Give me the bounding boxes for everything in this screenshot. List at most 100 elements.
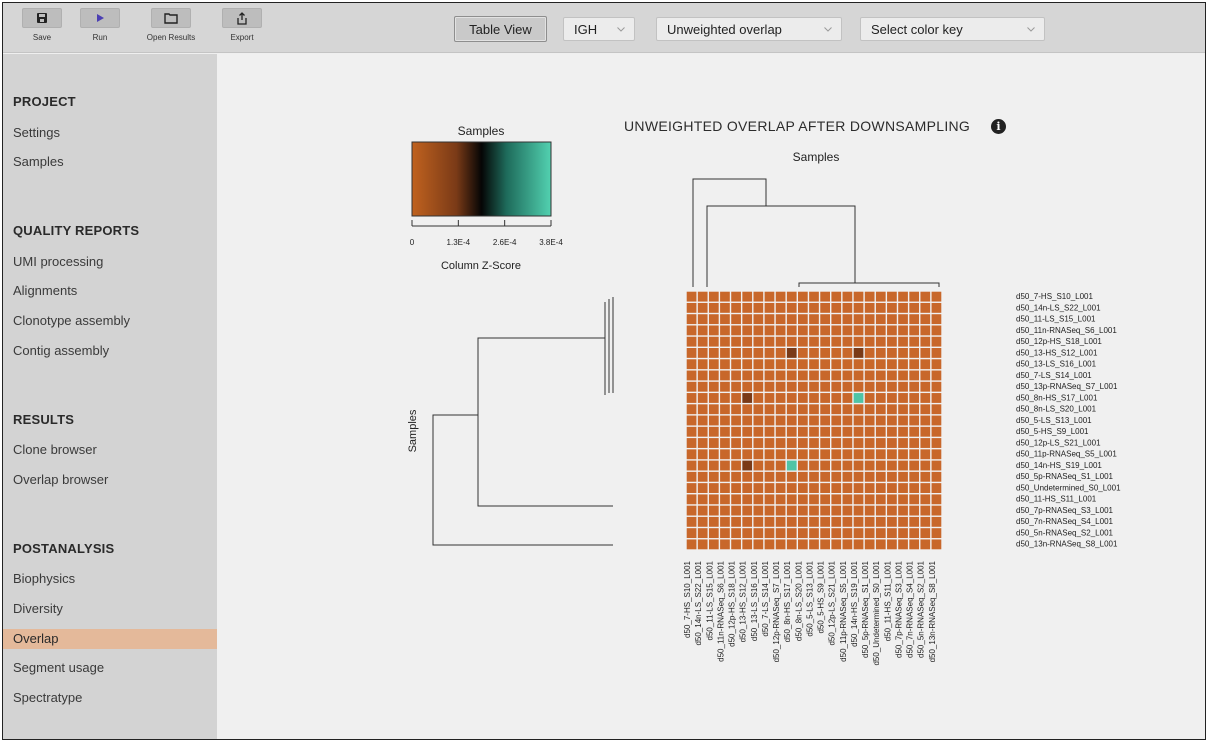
heatmap-cell[interactable] (831, 393, 842, 403)
heatmap-cell[interactable] (864, 494, 875, 505)
heatmap-cell[interactable] (753, 359, 764, 370)
heatmap-cell[interactable] (909, 505, 920, 516)
heatmap-cell[interactable] (931, 314, 942, 325)
heatmap-cell[interactable] (753, 494, 764, 505)
heatmap-cell[interactable] (875, 494, 886, 505)
heatmap-cell[interactable] (909, 336, 920, 347)
heatmap-cell[interactable] (864, 404, 875, 415)
heatmap-cell[interactable] (875, 460, 886, 471)
heatmap-cell[interactable] (764, 404, 775, 415)
heatmap-cell[interactable] (875, 314, 886, 325)
heatmap-cell[interactable] (887, 291, 897, 302)
heatmap-cell[interactable] (775, 291, 786, 302)
heatmap-cell[interactable] (708, 404, 719, 415)
heatmap-cell[interactable] (842, 291, 853, 302)
heatmap-cell[interactable] (742, 348, 753, 358)
heatmap-cell[interactable] (720, 426, 730, 437)
heatmap-cell[interactable] (798, 393, 808, 403)
heatmap-cell[interactable] (853, 539, 864, 550)
heatmap-cell[interactable] (920, 393, 931, 403)
heatmap-cell[interactable] (708, 528, 719, 539)
heatmap-cell[interactable] (753, 348, 764, 358)
heatmap-cell[interactable] (931, 393, 942, 403)
heatmap-cell[interactable] (731, 393, 741, 403)
heatmap-cell[interactable] (887, 415, 897, 426)
heatmap-cell[interactable] (731, 505, 741, 516)
heatmap-cell[interactable] (708, 426, 719, 437)
heatmap-cell[interactable] (875, 516, 886, 527)
heatmap-cell[interactable] (887, 460, 897, 471)
heatmap-cell[interactable] (875, 426, 886, 437)
heatmap-cell[interactable] (686, 404, 697, 415)
heatmap-cell[interactable] (686, 359, 697, 370)
heatmap-cell[interactable] (875, 539, 886, 550)
heatmap-cell[interactable] (697, 415, 708, 426)
heatmap-cell[interactable] (720, 393, 730, 403)
heatmap-cell[interactable] (697, 314, 708, 325)
heatmap-cell[interactable] (909, 426, 920, 437)
heatmap-cell[interactable] (831, 302, 842, 313)
heatmap-cell[interactable] (764, 483, 775, 493)
heatmap-cell[interactable] (898, 348, 908, 358)
heatmap-cell[interactable] (798, 325, 808, 336)
heatmap-cell[interactable] (731, 291, 741, 302)
heatmap-cell[interactable] (798, 291, 808, 302)
heatmap-cell[interactable] (842, 516, 853, 527)
heatmap-cell[interactable] (820, 471, 830, 482)
heatmap-cell[interactable] (909, 325, 920, 336)
heatmap-cell[interactable] (809, 302, 819, 313)
heatmap-cell[interactable] (697, 438, 708, 448)
heatmap-cell[interactable] (775, 381, 786, 392)
heatmap-cell[interactable] (764, 449, 775, 460)
heatmap-cell[interactable] (764, 359, 775, 370)
heatmap-cell[interactable] (920, 438, 931, 448)
heatmap-cell[interactable] (842, 460, 853, 471)
heatmap-cell[interactable] (753, 460, 764, 471)
heatmap-cell[interactable] (720, 438, 730, 448)
heatmap-cell[interactable] (853, 404, 864, 415)
heatmap-cell[interactable] (831, 449, 842, 460)
heatmap-cell[interactable] (809, 314, 819, 325)
heatmap-cell[interactable] (798, 483, 808, 493)
heatmap-cell[interactable] (909, 460, 920, 471)
heatmap-cell[interactable] (742, 314, 753, 325)
heatmap-cell[interactable] (887, 325, 897, 336)
heatmap-cell[interactable] (864, 438, 875, 448)
heatmap-cell[interactable] (798, 302, 808, 313)
heatmap-cell[interactable] (831, 494, 842, 505)
heatmap-cell[interactable] (898, 381, 908, 392)
heatmap-cell[interactable] (875, 528, 886, 539)
heatmap-cell[interactable] (798, 370, 808, 381)
heatmap-cell[interactable] (686, 483, 697, 493)
heatmap-cell[interactable] (686, 325, 697, 336)
heatmap-cell[interactable] (831, 348, 842, 358)
heatmap-cell[interactable] (909, 370, 920, 381)
heatmap-cell[interactable] (697, 460, 708, 471)
heatmap-cell[interactable] (708, 415, 719, 426)
heatmap-cell[interactable] (864, 381, 875, 392)
heatmap-cell[interactable] (809, 381, 819, 392)
heatmap-cell[interactable] (898, 325, 908, 336)
heatmap-cell[interactable] (798, 381, 808, 392)
heatmap-cell[interactable] (731, 302, 741, 313)
heatmap-cell[interactable] (831, 483, 842, 493)
heatmap-cell[interactable] (720, 404, 730, 415)
heatmap-cell[interactable] (697, 528, 708, 539)
heatmap-cell[interactable] (853, 381, 864, 392)
heatmap-cell[interactable] (731, 460, 741, 471)
heatmap-cell[interactable] (820, 348, 830, 358)
heatmap-cell[interactable] (786, 426, 797, 437)
heatmap-cell[interactable] (731, 494, 741, 505)
heatmap-cell[interactable] (798, 494, 808, 505)
heatmap-cell[interactable] (731, 438, 741, 448)
heatmap-cell[interactable] (820, 314, 830, 325)
heatmap-cell[interactable] (864, 460, 875, 471)
heatmap-cell[interactable] (764, 291, 775, 302)
heatmap-cell[interactable] (820, 336, 830, 347)
heatmap-cell[interactable] (764, 314, 775, 325)
heatmap-cell[interactable] (686, 528, 697, 539)
heatmap-cell[interactable] (775, 449, 786, 460)
heatmap-cell[interactable] (920, 404, 931, 415)
heatmap-cell[interactable] (742, 336, 753, 347)
heatmap-cell[interactable] (864, 314, 875, 325)
